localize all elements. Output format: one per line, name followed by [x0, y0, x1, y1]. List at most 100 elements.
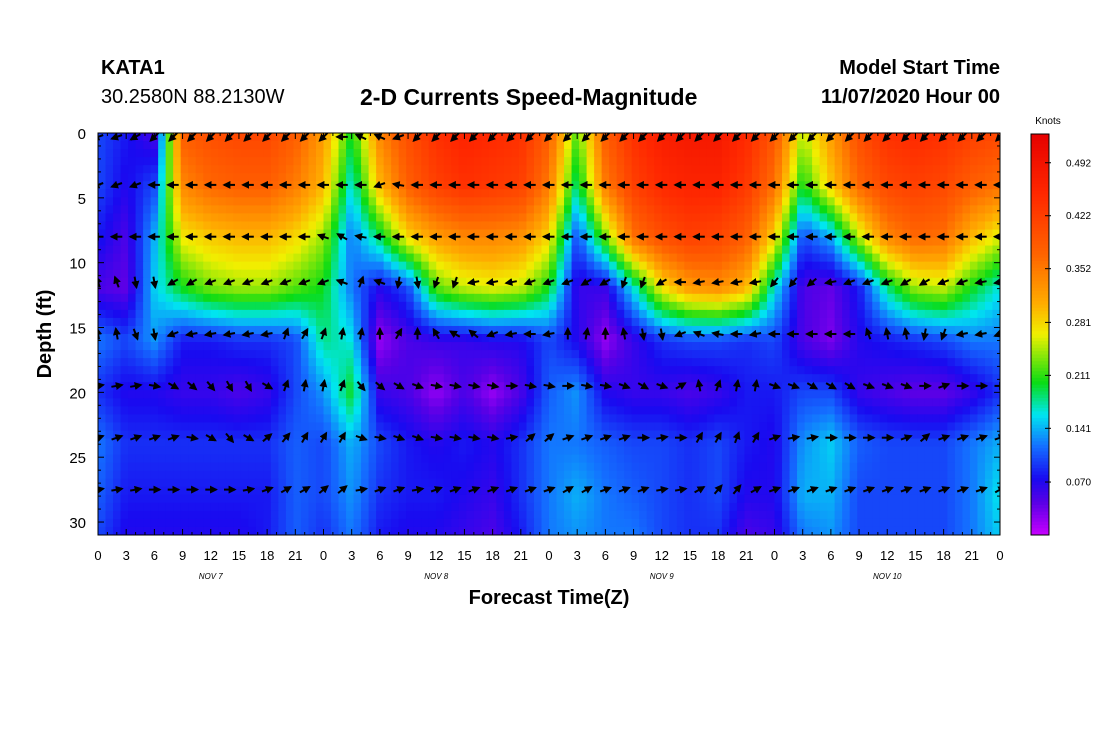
heat-cell: [105, 229, 114, 239]
heat-cell: [158, 382, 167, 391]
heat-cell: [248, 221, 257, 231]
heat-cell: [631, 334, 640, 343]
heat-cell: [586, 454, 595, 464]
heat-cell: [654, 213, 663, 223]
heat-cell: [165, 430, 174, 440]
heat-cell: [714, 149, 723, 158]
heat-cell: [120, 358, 129, 367]
heat-cell: [947, 398, 956, 407]
heat-cell: [451, 414, 460, 424]
heat-cell: [902, 213, 911, 223]
heat-cell: [706, 422, 715, 432]
heat-cell: [624, 197, 633, 206]
heat-cell: [736, 197, 746, 206]
heat-cell: [661, 293, 670, 303]
heat-cell: [962, 133, 971, 142]
heat-cell: [827, 366, 836, 375]
heat-cell: [308, 366, 317, 375]
heat-cell: [797, 237, 806, 247]
heat-cell: [473, 334, 482, 343]
heat-cell: [323, 189, 332, 198]
heat-cell: [120, 157, 129, 166]
heat-cell: [496, 181, 505, 190]
heat-cell: [819, 133, 828, 142]
heat-cell: [977, 141, 986, 150]
heat-cell: [323, 430, 332, 440]
heat-cell: [864, 398, 873, 407]
heat-cell: [609, 350, 618, 359]
heat-cell: [150, 390, 159, 399]
heat-cell: [654, 430, 663, 440]
heat-cell: [346, 390, 355, 399]
heat-cell: [293, 325, 302, 335]
heat-cell: [143, 422, 152, 432]
heat-cell: [827, 422, 836, 432]
heat-cell: [932, 325, 941, 335]
heat-cell: [766, 173, 776, 182]
heat-cell: [406, 406, 415, 415]
heat-cell: [819, 173, 828, 182]
heat-cell: [143, 438, 152, 448]
heat-cell: [947, 181, 956, 190]
heat-cell: [346, 133, 355, 142]
heat-cell: [774, 173, 783, 182]
heat-cell: [315, 189, 325, 198]
heat-cell: [443, 350, 452, 359]
heat-cell: [684, 181, 693, 190]
heat-cell: [225, 454, 234, 464]
heat-cell: [977, 334, 986, 343]
heat-cell: [571, 382, 580, 391]
heat-cell: [120, 454, 129, 464]
heat-cell: [549, 342, 558, 351]
heat-cell: [255, 422, 264, 432]
heat-cell: [518, 253, 528, 263]
heat-cell: [872, 358, 881, 367]
heat-cell: [323, 213, 332, 223]
heat-cell: [308, 245, 317, 255]
heat-cell: [391, 269, 400, 279]
heat-cell: [376, 157, 385, 166]
heat-cell: [947, 165, 956, 174]
heat-cell: [376, 253, 385, 263]
heat-cell: [744, 446, 753, 456]
heat-cell: [736, 342, 746, 351]
heat-cell: [270, 253, 279, 263]
heat-cell: [594, 269, 603, 279]
heat-cell: [173, 406, 182, 415]
heat-cell: [766, 293, 776, 303]
heat-cell: [173, 309, 182, 319]
heat-cell: [338, 446, 347, 456]
heat-cell: [894, 398, 903, 407]
heat-cell: [902, 293, 911, 303]
heat-cell: [887, 438, 896, 448]
heat-cell: [518, 141, 528, 150]
heat-cell: [864, 285, 873, 295]
heat-cell: [195, 173, 204, 182]
heat-cell: [165, 350, 174, 359]
heat-cell: [691, 301, 700, 311]
heat-cell: [819, 237, 828, 247]
heat-cell: [684, 406, 693, 415]
heat-cell: [541, 414, 550, 424]
heat-cell: [849, 454, 858, 464]
heat-cell: [797, 350, 806, 359]
heat-cell: [789, 165, 798, 174]
heat-cell: [436, 197, 445, 206]
heat-cell: [240, 374, 249, 383]
heat-cell: [736, 213, 746, 223]
heat-cell: [849, 173, 858, 182]
heat-cell: [466, 366, 475, 375]
heat-cell: [473, 342, 482, 351]
heat-cell: [458, 334, 467, 343]
heat-cell: [969, 398, 979, 407]
heat-cell: [594, 430, 603, 440]
heat-cell: [676, 293, 685, 303]
heat-cell: [684, 141, 693, 150]
heat-cell: [744, 173, 753, 182]
heat-cell: [406, 285, 415, 295]
heat-cell: [654, 237, 663, 247]
heat-cell: [857, 133, 866, 142]
heat-cell: [834, 301, 843, 311]
heat-cell: [443, 285, 452, 295]
heat-cell: [541, 261, 550, 271]
